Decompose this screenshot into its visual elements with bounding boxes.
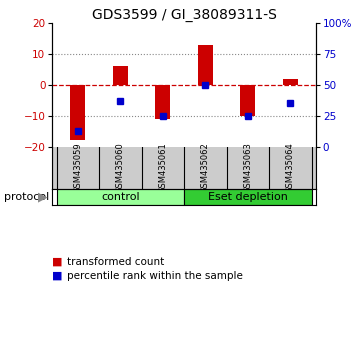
Text: ■: ■ [52, 271, 63, 281]
Text: Eset depletion: Eset depletion [208, 192, 288, 202]
Text: ▶: ▶ [38, 191, 48, 204]
Text: GSM435059: GSM435059 [73, 143, 82, 193]
Title: GDS3599 / GI_38089311-S: GDS3599 / GI_38089311-S [92, 8, 277, 22]
Bar [240, 85, 255, 116]
Bar [198, 45, 213, 85]
Text: control: control [101, 192, 140, 202]
Bar [70, 85, 85, 141]
Text: GSM435064: GSM435064 [286, 142, 295, 193]
Bar [113, 66, 128, 85]
Text: GSM435061: GSM435061 [158, 142, 168, 193]
Bar [57, 189, 184, 205]
Text: GSM435063: GSM435063 [243, 142, 252, 193]
Text: protocol: protocol [4, 192, 49, 202]
Bar [156, 85, 170, 119]
Text: ■: ■ [52, 257, 63, 267]
Bar [283, 79, 298, 85]
Text: GSM435062: GSM435062 [201, 142, 210, 193]
Text: percentile rank within the sample: percentile rank within the sample [67, 271, 243, 281]
Bar [184, 189, 312, 205]
Text: transformed count: transformed count [67, 257, 164, 267]
Text: GSM435060: GSM435060 [116, 142, 125, 193]
